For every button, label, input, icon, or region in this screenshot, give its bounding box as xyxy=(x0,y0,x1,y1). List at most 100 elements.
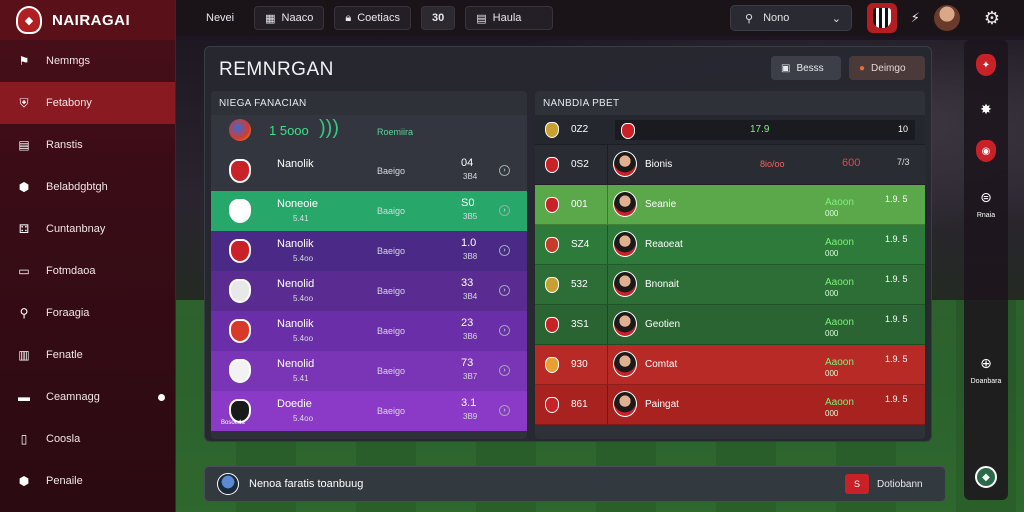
team-rating: 5.4oo xyxy=(293,334,314,343)
globe-icon: ⊕ xyxy=(980,354,992,371)
standings-row[interactable]: Nenolid 5.41 Baeigo 73 3B7 › xyxy=(211,351,527,391)
standings-row[interactable]: Doedie 5.4oo Baeigo 3.1 3B9 › Bosoeda xyxy=(211,391,527,431)
tab-nevei[interactable]: Nevei xyxy=(196,6,244,30)
player-row[interactable]: 0S2 Bionis 8io/oo 600 7/3 xyxy=(535,145,925,185)
sidebar-item-0[interactable]: ⚑ Nemmgs xyxy=(0,40,175,82)
player-extra: 8io/oo xyxy=(760,159,785,169)
rail-item-crest[interactable]: ✦ xyxy=(964,54,1008,76)
player-portrait xyxy=(613,191,637,217)
team-code: 3B5 xyxy=(463,212,478,221)
document-icon: ▤ xyxy=(18,138,30,152)
sidebar-item-label: Penaile xyxy=(46,475,83,487)
player-number: 861 xyxy=(571,399,588,410)
player-position-sub: 000 xyxy=(825,289,839,298)
standings-row[interactable]: Noneoie 5.41 Baaigo S0 3B5 › xyxy=(211,191,527,231)
team-rating: 5.4oo xyxy=(293,294,314,303)
sidebar-item-5[interactable]: ▭ Fotmdaoa xyxy=(0,250,175,292)
tab-label: Naaco xyxy=(281,12,314,24)
sidebar-item-8[interactable]: ▬ Ceamnagg xyxy=(0,376,175,418)
shield-icon: ◉ xyxy=(976,140,996,162)
player-row[interactable]: SZ4 Reaoeat Aaoon 000 1.9. 5 xyxy=(535,225,925,265)
summary-value: 1 5ooo xyxy=(269,123,309,138)
player-row[interactable]: 001 Seanie Aaoon 000 1.9. 5 xyxy=(535,185,925,225)
team-crest-icon xyxy=(229,279,251,303)
player-row[interactable]: 532 Bnonait Aaoon 000 1.9. 5 xyxy=(535,265,925,305)
player-portrait xyxy=(613,231,637,257)
player-row[interactable]: 930 Comtat Aaoon 000 1.9. 5 xyxy=(535,345,925,385)
right-rail: ✦ ✸ ◉ ⊜ Rnaia ⊕ Doanbara ◆ xyxy=(964,40,1008,500)
player-row[interactable]: 861 Paingat Aaoon 000 1.9. 5 xyxy=(535,385,925,425)
player-name: Seanie xyxy=(645,199,677,210)
sidebar-item-1[interactable]: ⛨ Fetabony xyxy=(0,82,175,124)
sidebar-item-label: Nemmgs xyxy=(46,55,91,67)
team-name: Nanolik xyxy=(277,158,314,170)
standings-row[interactable]: Nanolik 5.4oo Baeigo 23 3B6 › xyxy=(211,311,527,351)
sidebar-item-9[interactable]: ▯ Coosla xyxy=(0,418,175,460)
standings-row[interactable]: Nanolik 5.4oo Baeigo 1.0 3B8 › xyxy=(211,231,527,271)
notification-bar[interactable]: Nenoa faratis toanbuug S Dotiobann xyxy=(204,466,946,502)
team-crest-icon xyxy=(229,359,251,383)
tab-label: Haula xyxy=(492,12,522,24)
sidebar-item-2[interactable]: ▤ Ranstis xyxy=(0,124,175,166)
player-portrait xyxy=(613,391,637,417)
player-value: 1.9. 5 xyxy=(885,194,908,204)
tab-badge[interactable]: 30 xyxy=(420,6,456,30)
search-input[interactable]: Nono xyxy=(763,12,790,24)
round-crest-icon: ◆ xyxy=(975,466,997,488)
club-logo[interactable]: ◆ xyxy=(16,6,42,34)
info-icon[interactable]: › xyxy=(499,205,510,216)
sidebar-item-10[interactable]: ⬢ Penaile xyxy=(0,460,175,502)
badge-icon: ⬢ xyxy=(18,180,30,194)
rail-item-star[interactable]: ✸ xyxy=(964,98,1008,120)
tab-label: Coetiacs xyxy=(357,12,400,24)
club-crest-icon xyxy=(545,317,559,333)
sidebar-item-7[interactable]: ▥ Fenatle xyxy=(0,334,175,376)
gear-icon[interactable]: ⚙ xyxy=(983,7,1000,28)
rail-item-doanbara[interactable]: ⊕ Doanbara xyxy=(964,352,1008,386)
player-name: Comtat xyxy=(645,359,678,370)
tab-badge-label: 30 xyxy=(431,12,445,24)
standings-row[interactable]: Nenolid 5.4oo Baeigo 33 3B4 › xyxy=(211,271,527,311)
lightning-icon[interactable]: ⚡︎ xyxy=(910,10,920,25)
notification-badge[interactable]: S xyxy=(845,474,869,494)
team-points: 33 xyxy=(461,277,474,289)
notification-dot xyxy=(158,394,165,401)
player-row[interactable]: 3S1 Geotien Aaoon 000 1.9. 5 xyxy=(535,305,925,345)
info-icon[interactable]: › xyxy=(499,365,510,376)
deimgo-button[interactable]: ● Deimgo xyxy=(849,56,925,80)
crest-icon xyxy=(621,123,635,139)
list-icon: ▤ xyxy=(476,12,487,25)
team-points: 3.1 xyxy=(461,397,477,409)
sidebar-item-label: Ranstis xyxy=(46,139,83,151)
info-icon[interactable]: › xyxy=(499,405,510,416)
tab-label: Nevei xyxy=(206,12,235,24)
search-bar[interactable]: ⚲ Nono ⌄ xyxy=(730,5,852,31)
tab-haula[interactable]: ▤ Haula xyxy=(465,6,554,30)
player-extra-value: 600 xyxy=(842,157,861,169)
rail-item-rnaia[interactable]: ⊜ Rnaia xyxy=(964,186,1008,220)
info-icon[interactable]: › xyxy=(499,245,510,256)
sidebar-item-3[interactable]: ⬢ Belabdgbtgh xyxy=(0,166,175,208)
column-divider xyxy=(607,345,608,384)
sidebar-item-4[interactable]: ⚃ Cuntanbnay xyxy=(0,208,175,250)
tab-naaco[interactable]: ▦ Naaco xyxy=(254,6,325,30)
rail-item-shield[interactable]: ◉ xyxy=(964,140,1008,162)
rail-item-badge[interactable]: ◆ xyxy=(964,466,1008,488)
player-value: 1.9. 5 xyxy=(885,394,908,404)
team-status: Baeigo xyxy=(377,286,406,296)
player-name: Bionis xyxy=(645,159,673,170)
team-name: Nenolid xyxy=(277,358,315,370)
info-icon[interactable]: › xyxy=(499,325,510,336)
info-icon[interactable]: › xyxy=(499,165,510,176)
besss-button[interactable]: ▣ Besss xyxy=(771,56,841,80)
standings-row[interactable]: Nanolik Baeigo 04 3B4 › xyxy=(211,151,527,191)
notification-action[interactable]: Dotiobann xyxy=(877,479,923,490)
sidebar-item-6[interactable]: ⚲ Foraagia xyxy=(0,292,175,334)
club-badge-button[interactable] xyxy=(866,3,897,33)
standings-summary-row: 1 5ooo ))) Roemiira xyxy=(211,115,527,151)
manager-avatar[interactable] xyxy=(933,5,960,31)
tab-coetiacs[interactable]: 🔒︎ Coetiacs xyxy=(334,6,411,30)
team-status: Baeigo xyxy=(377,166,406,176)
player-position: Aaoon xyxy=(825,357,854,368)
info-icon[interactable]: › xyxy=(499,285,510,296)
